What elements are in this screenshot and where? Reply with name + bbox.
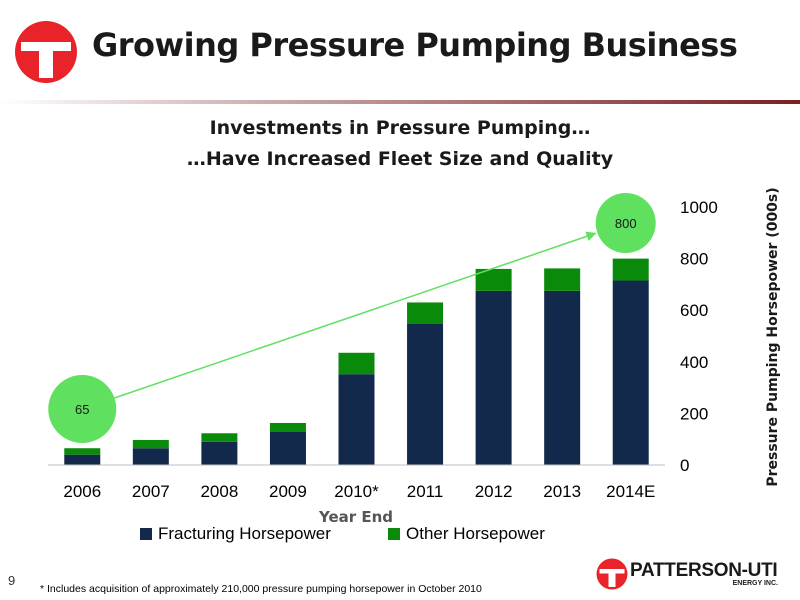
x-tick-label: 2006 xyxy=(63,482,101,501)
x-tick-label: 2013 xyxy=(543,482,581,501)
bar-fracturing-2011 xyxy=(407,323,444,465)
bar-fracturing-2014e xyxy=(612,280,649,465)
y-tick-label: 0 xyxy=(680,456,689,475)
patterson-uti-logo-icon xyxy=(596,558,628,590)
chart-legend: Fracturing Horsepower Other Horsepower xyxy=(0,524,800,548)
x-tick-label: 2014E xyxy=(606,482,655,501)
x-tick-label: 2009 xyxy=(269,482,307,501)
bar-other-2008 xyxy=(201,433,238,442)
legend-item-other: Other Horsepower xyxy=(388,524,545,544)
x-tick-label: 2007 xyxy=(132,482,170,501)
y-tick-label: 400 xyxy=(680,353,708,372)
bar-other-2011 xyxy=(407,302,444,324)
y-axis-title: Pressure Pumping Horsepower (000s) xyxy=(765,187,781,486)
x-tick-label: 2008 xyxy=(200,482,238,501)
legend-swatch-fracturing xyxy=(140,528,152,540)
bar-fracturing-2010star xyxy=(338,374,375,465)
annotation-bubble-2014e xyxy=(595,193,656,253)
annotation-bubble-2006 xyxy=(48,375,117,443)
bar-other-2010star xyxy=(338,352,375,375)
bar-other-2013 xyxy=(544,268,581,291)
bar-fracturing-2008 xyxy=(201,441,238,465)
y-tick-label: 1000 xyxy=(680,198,718,217)
trend-arrow xyxy=(114,231,597,399)
bar-fracturing-2007 xyxy=(132,448,169,465)
bar-other-2014e xyxy=(612,258,649,281)
bar-other-2007 xyxy=(132,439,169,449)
chart-title-line-1: Investments in Pressure Pumping… xyxy=(209,117,591,139)
x-axis-title: Year End xyxy=(318,508,393,526)
footnote: * Includes acquisition of approximately … xyxy=(40,583,482,595)
page-number: 9 xyxy=(8,573,16,588)
legend-label-other: Other Horsepower xyxy=(406,524,545,543)
x-tick-label: 2010* xyxy=(334,482,379,501)
y-tick-label: 800 xyxy=(680,250,708,269)
y-tick-label: 600 xyxy=(680,301,708,320)
annotation-label-2014e: 800 xyxy=(615,216,637,231)
bar-fracturing-2013 xyxy=(544,290,581,465)
x-tick-label: 2011 xyxy=(407,482,444,501)
annotation-label-2006: 65 xyxy=(75,402,89,417)
brand-name: PATTERSON-UTI xyxy=(630,560,778,581)
company-logo-icon xyxy=(15,21,77,83)
y-tick-label: 200 xyxy=(680,404,708,423)
bar-other-2009 xyxy=(269,422,306,432)
bar-fracturing-2012 xyxy=(475,290,512,465)
bar-fracturing-2009 xyxy=(269,431,306,465)
brand-sub: ENERGY INC. xyxy=(732,580,778,587)
brand-logo: PATTERSON-UTI ENERGY INC. xyxy=(596,556,792,592)
bar-fracturing-2006 xyxy=(64,454,101,465)
x-tick-label: 2012 xyxy=(475,482,513,501)
slide-title: Growing Pressure Pumping Business xyxy=(92,26,738,64)
legend-label-fracturing: Fracturing Horsepower xyxy=(158,524,331,543)
legend-item-fracturing: Fracturing Horsepower xyxy=(140,524,331,544)
chart-title-line-2: …Have Increased Fleet Size and Quality xyxy=(186,148,614,170)
bar-other-2006 xyxy=(64,448,101,455)
legend-swatch-other xyxy=(388,528,400,540)
title-divider xyxy=(0,100,800,104)
bar-other-2012 xyxy=(475,268,512,291)
